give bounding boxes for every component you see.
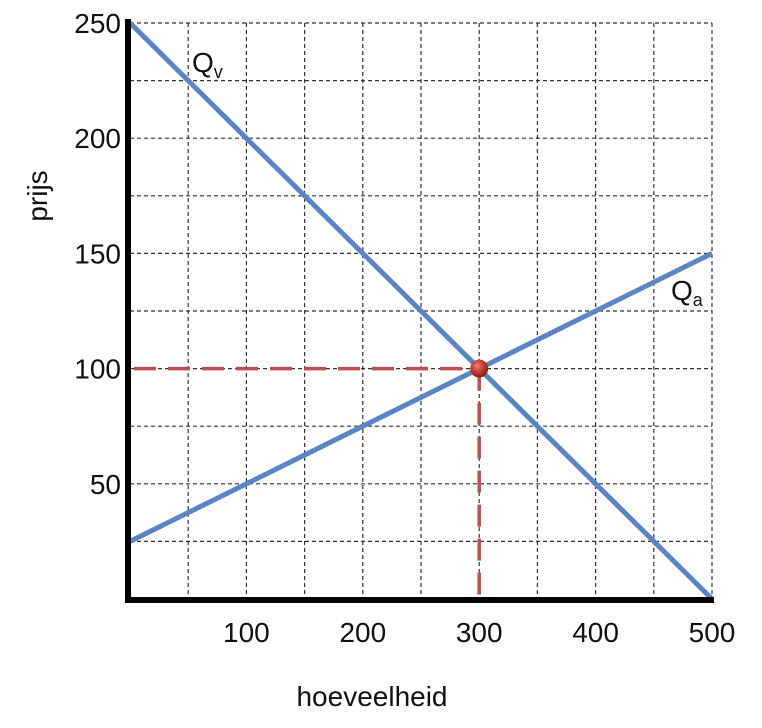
curve-labels: Qv Qa: [192, 47, 704, 310]
tick-labels: 100 200 300 400 500 50 100 150 200 250: [74, 8, 735, 648]
x-tick-label: 100: [223, 617, 270, 648]
x-tick-label: 200: [339, 617, 386, 648]
curve-label-qa: Qa: [671, 275, 704, 310]
axes: [125, 19, 714, 603]
equilibrium-dot: [470, 359, 489, 378]
equilibrium-point: [470, 359, 489, 378]
curve-qa: [128, 251, 714, 544]
equilibrium-guides: [134, 366, 481, 599]
x-axis-title: hoeveelheid: [296, 681, 447, 712]
curves: [128, 21, 714, 601]
y-axis-title: prijs: [22, 170, 53, 221]
curve-label-qv: Qv: [192, 47, 223, 82]
y-tick-label: 50: [90, 469, 121, 500]
x-tick-label: 300: [456, 617, 503, 648]
y-tick-label: 100: [74, 354, 121, 385]
curve-qv: [128, 21, 714, 601]
grid-lines: [130, 22, 713, 599]
y-tick-label: 200: [74, 123, 121, 154]
y-tick-label: 250: [74, 8, 121, 39]
y-tick-label: 150: [74, 238, 121, 269]
x-tick-label: 500: [689, 617, 736, 648]
x-tick-label: 400: [572, 617, 619, 648]
